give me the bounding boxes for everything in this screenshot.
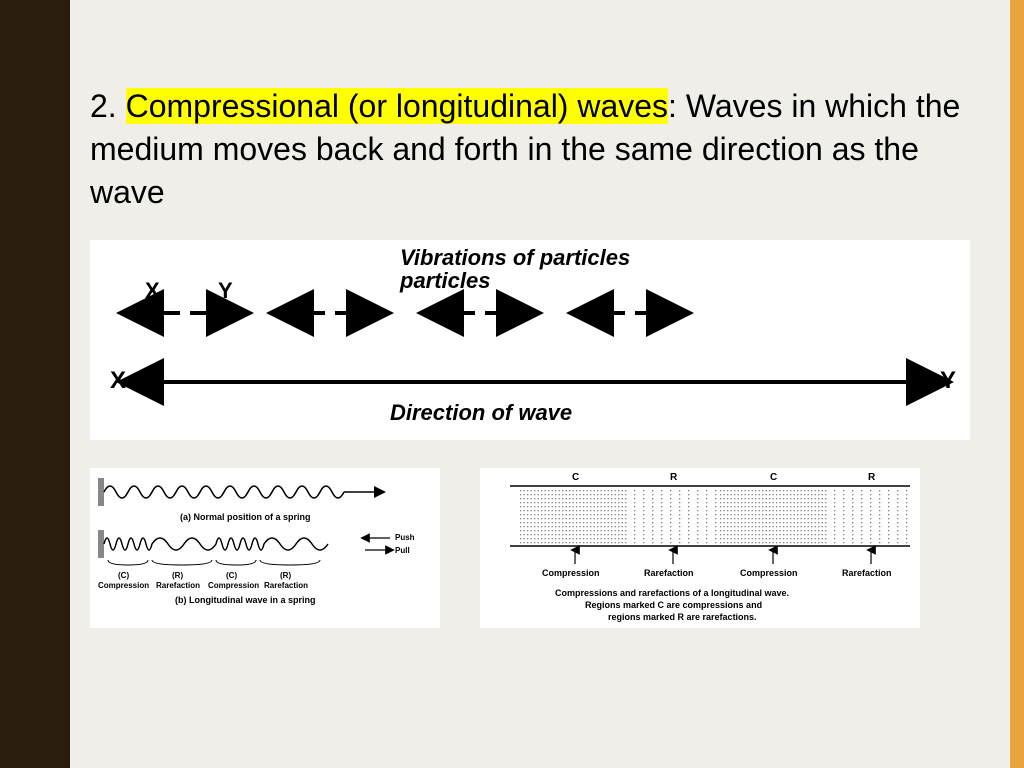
svg-text:Rarefaction: Rarefaction (264, 581, 308, 590)
svg-text:Y: Y (940, 367, 956, 394)
heading-highlight: Compressional (or longitudinal) waves (126, 88, 668, 124)
svg-text:Rarefaction: Rarefaction (156, 581, 200, 590)
slide-heading: 2. Compressional (or longitudinal) waves… (90, 85, 970, 215)
svg-text:C: C (572, 472, 579, 483)
right-sidebar (1010, 0, 1024, 768)
compression-rarefaction-diagram: C R C R (480, 468, 920, 628)
svg-text:Push: Push (395, 533, 415, 542)
svg-text:Rarefaction: Rarefaction (644, 568, 694, 578)
svg-text:(R): (R) (280, 571, 291, 580)
svg-text:Rarefaction: Rarefaction (842, 568, 892, 578)
svg-text:C: C (770, 472, 777, 483)
svg-text:Compression: Compression (542, 568, 600, 578)
svg-text:Compression: Compression (740, 568, 798, 578)
svg-text:Compression: Compression (98, 581, 149, 590)
wavy-border (30, 0, 90, 768)
svg-text:Compressions and rarefactions: Compressions and rarefactions of a longi… (555, 588, 789, 598)
heading-number: 2. (90, 88, 126, 124)
vibration-direction-diagram: Vibrations of particles particles X Y (90, 240, 970, 440)
svg-text:X: X (110, 367, 126, 394)
svg-text:(R): (R) (172, 571, 183, 580)
svg-text:(C): (C) (226, 571, 237, 580)
svg-text:Y: Y (218, 278, 233, 303)
svg-text:particles: particles (399, 268, 491, 293)
svg-text:Regions marked C are compressi: Regions marked C are compressions and (585, 600, 762, 610)
svg-text:regions marked R are rarefacti: regions marked R are rarefactions. (608, 612, 757, 622)
d1-title-top: Vibrations of particles (400, 245, 630, 270)
svg-text:(b) Longitudinal wave in a spr: (b) Longitudinal wave in a spring (175, 595, 316, 605)
svg-text:R: R (868, 472, 876, 483)
svg-text:Compression: Compression (208, 581, 259, 590)
svg-text:(C): (C) (118, 571, 129, 580)
svg-text:Pull: Pull (395, 546, 410, 555)
slide-content: 2. Compressional (or longitudinal) waves… (90, 85, 970, 628)
svg-text:(a) Normal position of a sprin: (a) Normal position of a spring (180, 512, 311, 522)
svg-text:R: R (670, 472, 678, 483)
spring-diagram: (a) Normal position of a spring Push Pul… (90, 468, 440, 628)
svg-text:X: X (145, 278, 160, 303)
d1-title-bottom: Direction of wave (390, 400, 572, 425)
